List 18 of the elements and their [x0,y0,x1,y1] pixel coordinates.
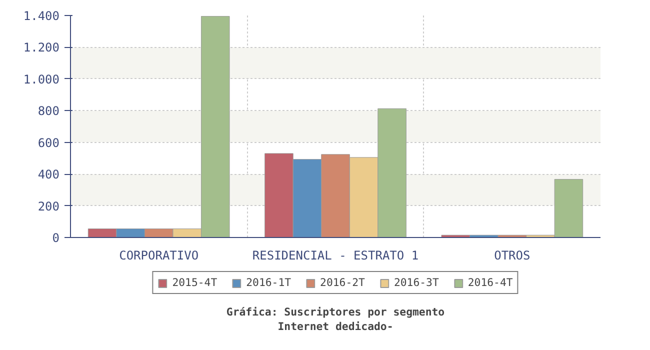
legend-label: 2016-4T [468,276,513,289]
legend-label: 2016-3T [394,276,439,289]
x-tick-label: RESIDENCIAL - ESTRATO 1 [252,248,419,262]
y-tick-label: 600 [38,136,60,150]
text: Internet dedicado- [278,320,394,333]
y-tick-label: 1.400 [23,9,60,23]
y-tick-label: 200 [38,199,60,214]
y-tick-label: 800 [38,104,60,118]
x-tick-label: OTROS [494,248,530,262]
y-tick-label: 400 [38,168,60,182]
y-tick-label: 0 [52,231,60,245]
legend-label: 2016-1T [246,276,292,289]
legend-label: 2015-4T [172,276,218,289]
y-tick-label: 1.000 [23,72,60,86]
y-tick-label: 1.200 [23,40,60,55]
text: Gráfica: Suscriptores por segmento [226,306,445,318]
x-tick-label: CORPORATIVO [119,248,199,262]
legend-label: 2016-2T [320,276,365,289]
